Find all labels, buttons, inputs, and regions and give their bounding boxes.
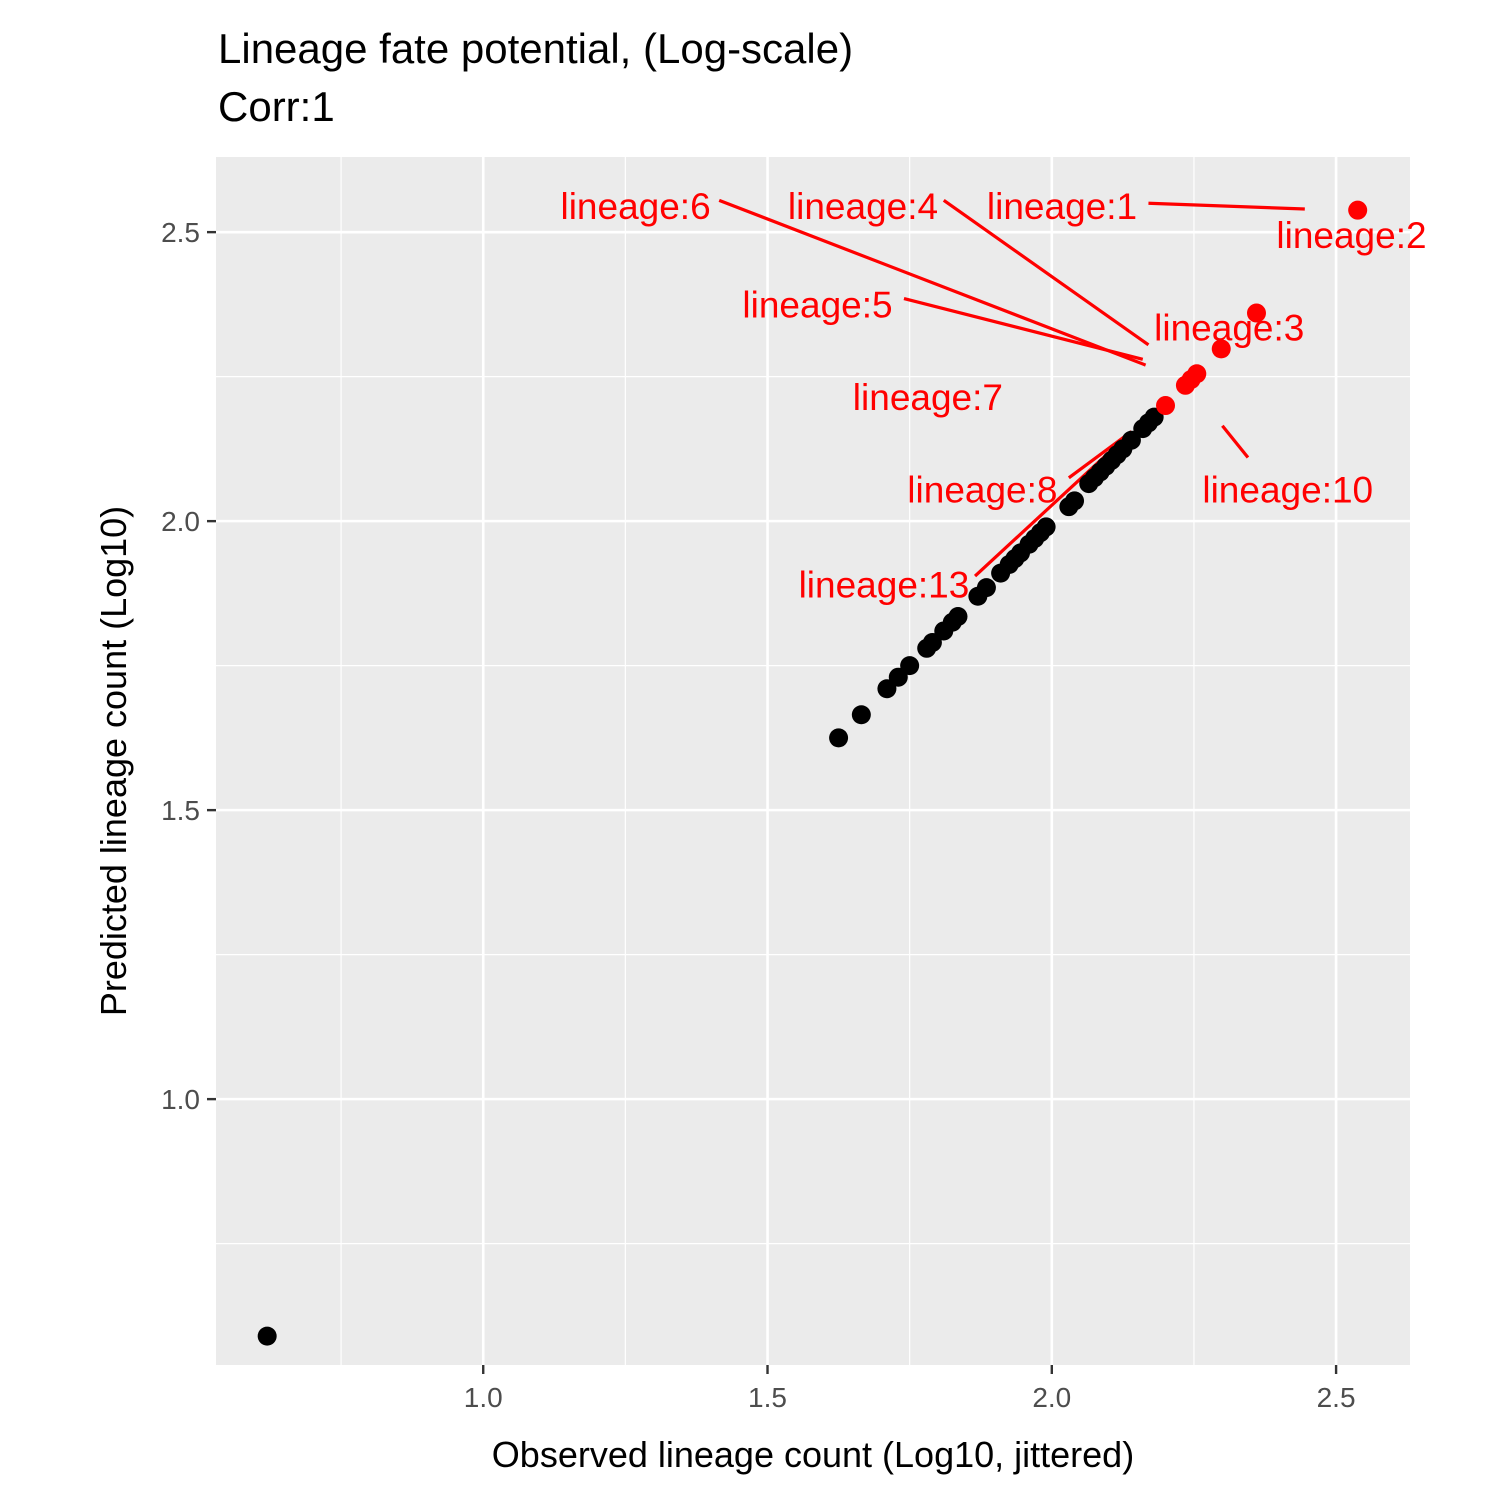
- point-label: lineage:8: [907, 469, 1057, 510]
- highlighted-point: [1156, 396, 1176, 416]
- leader-line: [718, 198, 1147, 367]
- y-tick-label: 2.0: [161, 506, 200, 537]
- point-label: lineage:13: [799, 565, 970, 606]
- point-label: lineage:4: [788, 186, 938, 227]
- point-label: lineage:1: [987, 186, 1137, 227]
- data-point: [829, 728, 849, 748]
- highlighted-point: [1246, 303, 1266, 323]
- leader-line: [942, 199, 1150, 347]
- grid-major: [216, 157, 1410, 1365]
- leader-line: [1148, 201, 1305, 211]
- data-points: [257, 200, 1368, 1346]
- leader-line: [1221, 424, 1250, 459]
- y-axis: 1.0 1.5 2.0 2.5: [161, 217, 216, 1115]
- x-tick-label: 2.0: [1032, 1382, 1071, 1413]
- y-tick-label: 1.5: [161, 795, 200, 826]
- x-tick-label: 2.5: [1317, 1382, 1356, 1413]
- annotation-leader-lines: [718, 198, 1305, 578]
- plot-panel: [216, 157, 1410, 1365]
- data-point: [257, 1326, 277, 1346]
- point-label: lineage:3: [1154, 308, 1304, 349]
- highlighted-point: [1211, 339, 1231, 359]
- chart-title: Lineage fate potential, (Log-scale): [218, 25, 854, 72]
- highlighted-point: [1348, 200, 1368, 220]
- point-label: lineage:10: [1202, 469, 1373, 510]
- point-label: lineage:6: [560, 186, 710, 227]
- highlighted-point: [1187, 364, 1207, 384]
- data-point: [1036, 517, 1056, 537]
- point-label: lineage:5: [742, 284, 892, 325]
- x-axis-title: Observed lineage count (Log10, jittered): [492, 1434, 1134, 1475]
- grid-minor: [216, 157, 1410, 1365]
- x-tick-label: 1.5: [748, 1382, 787, 1413]
- data-point: [900, 656, 920, 676]
- point-labels: lineage:1 lineage:2 lineage:3 lineage:4 line…: [560, 186, 1426, 606]
- chart-subtitle: Corr:1: [218, 83, 335, 130]
- x-axis: 1.0 1.5 2.0 2.5: [464, 1365, 1356, 1413]
- data-point: [976, 578, 996, 598]
- x-tick-label: 1.0: [464, 1382, 503, 1413]
- point-label: lineage:2: [1276, 215, 1426, 256]
- y-axis-title: Predicted lineage count (Log10): [93, 506, 134, 1016]
- point-label: lineage:7: [853, 377, 1003, 418]
- data-point: [851, 705, 871, 725]
- data-point: [1065, 491, 1085, 511]
- data-point: [948, 607, 968, 627]
- y-tick-label: 1.0: [161, 1084, 200, 1115]
- y-tick-label: 2.5: [161, 217, 200, 248]
